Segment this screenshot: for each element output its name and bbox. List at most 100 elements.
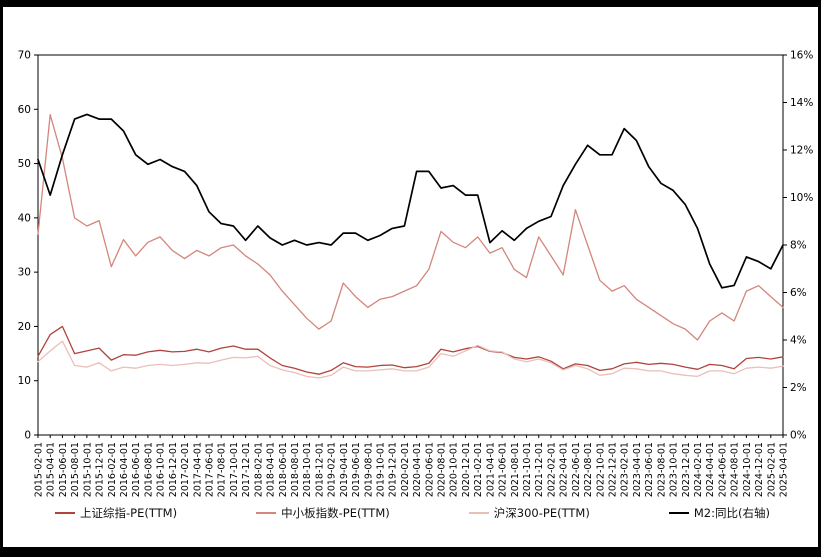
x-axis-tick-label: 2015-12-01 xyxy=(95,442,106,497)
right-axis-tick-label: 4% xyxy=(790,335,807,347)
x-axis-tick-label: 2017-06-01 xyxy=(204,442,215,497)
x-axis-tick-label: 2018-08-01 xyxy=(290,442,301,497)
x-axis-tick-label: 2016-12-01 xyxy=(168,442,179,497)
x-axis-tick-label: 2020-06-01 xyxy=(424,442,435,497)
x-axis-tick-label: 2022-12-01 xyxy=(608,442,619,497)
pe-m2-chart: 0 10 20 30 40 50 60 70 0% 2% 4% 6% 8% 10% 12% 14% 16% 201… xyxy=(3,7,818,547)
x-axis-tick-label: 2023-04-01 xyxy=(632,442,643,497)
x-axis-tick-label: 2018-10-01 xyxy=(302,442,313,497)
x-axis-tick-label: 2025-02-01 xyxy=(766,442,777,497)
plot-area xyxy=(37,54,784,436)
x-axis-tick-label: 2020-08-01 xyxy=(437,442,448,497)
legend-item: 沪深300-PE(TTM) xyxy=(468,505,590,521)
x-axis-tick-label: 2023-10-01 xyxy=(669,442,680,497)
right-axis-tick-label: 2% xyxy=(790,382,807,394)
x-axis-tick-label: 2023-08-01 xyxy=(656,442,667,497)
right-axis-tick-label: 16% xyxy=(790,50,813,62)
x-axis-tick-label: 2021-12-01 xyxy=(534,442,545,497)
right-axis-tick-label: 0% xyxy=(790,430,807,442)
left-axis-tick-label: 20 xyxy=(18,321,31,333)
x-axis-tick-label: 2016-10-01 xyxy=(156,442,167,497)
x-axis-tick-label: 2018-12-01 xyxy=(314,442,325,497)
series-line xyxy=(37,325,784,375)
series-line xyxy=(37,340,784,379)
x-axis-tick-label: 2021-02-01 xyxy=(473,442,484,497)
x-axis-tick-label: 2016-08-01 xyxy=(143,442,154,497)
x-axis-tick-label: 2024-08-01 xyxy=(730,442,741,497)
left-axis-tick-label: 60 xyxy=(18,104,31,116)
chart-legend: 上证综指-PE(TTM) 中小板指数-PE(TTM) 沪深300-PE(TTM) M2… xyxy=(3,501,818,525)
x-axis-tick-label: 2016-04-01 xyxy=(119,442,130,497)
left-axis-tick-label: 70 xyxy=(18,50,31,62)
x-axis-tick-label: 2022-02-01 xyxy=(546,442,557,497)
left-axis-tick-label: 40 xyxy=(18,212,31,224)
left-axis-tick-label: 50 xyxy=(18,158,31,170)
left-axis-tick-label: 10 xyxy=(18,375,31,387)
legend-label: 上证综指-PE(TTM) xyxy=(80,506,178,520)
x-axis-tick-label: 2019-02-01 xyxy=(327,442,338,497)
x-axis-tick-label: 2019-06-01 xyxy=(351,442,362,497)
x-axis-tick-label: 2020-02-01 xyxy=(400,442,411,497)
x-axis-tick-label: 2017-02-01 xyxy=(180,442,191,497)
right-axis-tick-label: 8% xyxy=(790,240,807,252)
x-axis-tick-label: 2017-08-01 xyxy=(217,442,228,497)
x-axis-tick-label: 2024-04-01 xyxy=(705,442,716,497)
legend-label: 沪深300-PE(TTM) xyxy=(493,506,590,520)
x-axis-tick-label: 2019-08-01 xyxy=(363,442,374,497)
x-axis-tick-label: 2024-06-01 xyxy=(717,442,728,497)
legend-swatch xyxy=(256,512,277,514)
left-axis-tick-label: 0 xyxy=(24,430,31,442)
pe-m2-chart-svg: 0 10 20 30 40 50 60 70 0% 2% 4% 6% 8% 10% 12% 14% 16% 201… xyxy=(18,50,814,498)
right-axis-tick-label: 6% xyxy=(790,287,807,299)
x-axis-tick-label: 2017-10-01 xyxy=(229,442,240,497)
x-axis-tick-label: 2022-08-01 xyxy=(583,442,594,497)
x-axis-tick-label: 2022-10-01 xyxy=(595,442,606,497)
x-axis-tick-label: 2023-06-01 xyxy=(644,442,655,497)
x-axis-tick-label: 2021-06-01 xyxy=(498,442,509,497)
x-axis-tick-label: 2021-04-01 xyxy=(485,442,496,497)
x-axis-tick-label: 2022-06-01 xyxy=(571,442,582,497)
x-axis-tick-label: 2019-04-01 xyxy=(339,442,350,497)
x-axis-tick-label: 2016-02-01 xyxy=(107,442,118,497)
x-axis-tick-label: 2015-04-01 xyxy=(46,442,57,497)
x-axis-tick-label: 2018-06-01 xyxy=(278,442,289,497)
legend-swatch xyxy=(55,512,75,514)
x-axis-tick-label: 2015-08-01 xyxy=(70,442,81,497)
x-axis-tick-label: 2024-02-01 xyxy=(693,442,704,497)
x-axis-tick-label: 2024-10-01 xyxy=(742,442,753,497)
series-line xyxy=(37,114,784,341)
x-axis-tick-label: 2021-08-01 xyxy=(510,442,521,497)
x-axis-tick-label: 2020-12-01 xyxy=(461,442,472,497)
x-axis-tick-label: 2025-04-01 xyxy=(779,442,790,497)
x-axis-tick-label: 2019-10-01 xyxy=(375,442,386,497)
x-axis-tick-label: 2020-10-01 xyxy=(449,442,460,497)
legend-item: 中小板指数-PE(TTM) xyxy=(256,505,390,521)
x-axis-tick-label: 2015-06-01 xyxy=(58,442,69,497)
x-axis-tick-label: 2017-12-01 xyxy=(241,442,252,497)
left-axis-tick-label: 30 xyxy=(18,267,31,279)
x-axis-tick-label: 2015-10-01 xyxy=(82,442,93,497)
right-axis-tick-label: 14% xyxy=(790,97,813,109)
x-axis-tick-label: 2024-12-01 xyxy=(754,442,765,497)
legend-swatch xyxy=(468,512,489,514)
x-axis-tick-label: 2023-12-01 xyxy=(681,442,692,497)
x-axis-tick-label: 2018-04-01 xyxy=(266,442,277,497)
right-axis-tick-label: 12% xyxy=(790,145,813,157)
x-axis-tick-label: 2022-04-01 xyxy=(559,442,570,497)
legend-item: M2:同比(右轴) xyxy=(668,505,770,521)
right-axis-tick-label: 10% xyxy=(790,192,813,204)
x-axis-tick-label: 2018-02-01 xyxy=(253,442,264,497)
legend-label: M2:同比(右轴) xyxy=(693,506,770,520)
legend-item: 上证综指-PE(TTM) xyxy=(55,505,177,521)
legend-label: 中小板指数-PE(TTM) xyxy=(281,506,390,520)
x-axis-tick-label: 2023-02-01 xyxy=(620,442,631,497)
x-axis-tick-label: 2019-12-01 xyxy=(388,442,399,497)
series-line xyxy=(37,113,784,289)
x-axis-tick-label: 2020-04-01 xyxy=(412,442,423,497)
x-axis-tick-label: 2017-04-01 xyxy=(192,442,203,497)
legend-swatch xyxy=(668,512,689,514)
x-axis-tick-label: 2016-06-01 xyxy=(131,442,142,497)
x-axis-tick-label: 2015-02-01 xyxy=(34,442,45,497)
x-axis-tick-label: 2021-10-01 xyxy=(522,442,533,497)
